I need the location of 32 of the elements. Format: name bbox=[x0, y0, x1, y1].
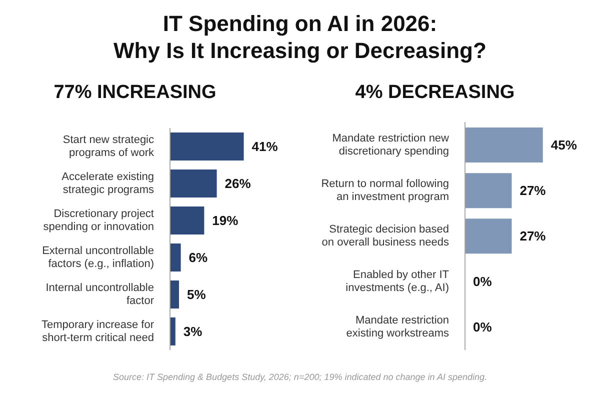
y-tick-label: Temporary increase for short-term critical need bbox=[42, 319, 154, 344]
data-label: 6% bbox=[188, 250, 208, 265]
y-tick-label: Enabled by other IT investments (e.g., AI) bbox=[346, 269, 450, 294]
data-label: 41% bbox=[252, 139, 278, 154]
data-label: 0% bbox=[473, 320, 492, 335]
bar bbox=[170, 243, 181, 272]
y-tick-label: Accelerate existing strategic programs bbox=[62, 171, 154, 196]
y-tick-label: External uncontrollable factors (e.g., inflation) bbox=[42, 245, 154, 270]
data-label: 3% bbox=[183, 324, 203, 339]
y-tick-label: Mandate restriction new discretionary spending bbox=[332, 132, 450, 158]
text: IT Spending on AI in 2026: Why Is It Increasing or Decreasing? bbox=[112, 10, 488, 64]
y-tick-label: Mandate restriction existing workstreams bbox=[346, 314, 450, 340]
y-tick-label: Internal uncontrollable factor bbox=[46, 282, 154, 307]
chart-subtitle: 77% INCREASING bbox=[52, 82, 218, 104]
data-label: 0% bbox=[473, 274, 492, 290]
y-tick-label: Strategic decision based on overall business needs bbox=[322, 224, 450, 248]
data-label: 19% bbox=[212, 213, 239, 228]
bar bbox=[170, 206, 204, 234]
data-label: 26% bbox=[224, 176, 252, 191]
y-tick-label: Discretionary project spending or innovation bbox=[43, 208, 154, 233]
data-label: 27% bbox=[520, 182, 546, 198]
bar bbox=[170, 317, 176, 346]
bar bbox=[170, 169, 217, 198]
data-label: 5% bbox=[186, 287, 206, 302]
data-label: 45% bbox=[550, 137, 578, 152]
bar bbox=[170, 132, 244, 160]
chart-subtitle: 4% DECREASING bbox=[354, 82, 516, 104]
data-label: 27% bbox=[520, 228, 546, 244]
y-tick-label: Start new strategic programs of work bbox=[62, 134, 154, 159]
y-tick-label: Return to normal following an investment program bbox=[321, 178, 449, 203]
bar bbox=[170, 280, 179, 308]
source-note: Source: IT Spending & Budgets Study, 2026; n=200; 19% indicated no change in AI spending. bbox=[112, 372, 488, 382]
